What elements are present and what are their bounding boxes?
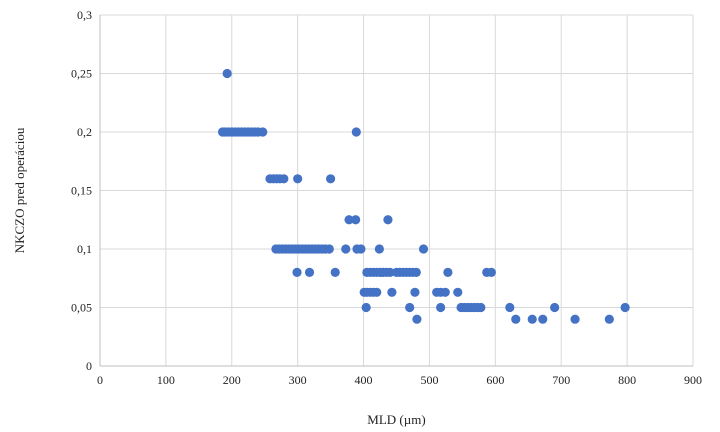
- data-point: [527, 314, 537, 324]
- x-tick-label: 800: [618, 373, 636, 387]
- x-tick-label: 500: [420, 373, 438, 387]
- y-tick-label: 0,2: [77, 125, 92, 139]
- y-tick-label: 0: [86, 359, 92, 373]
- data-point: [222, 68, 232, 79]
- data-point: [440, 287, 450, 297]
- data-point: [304, 267, 315, 277]
- data-point: [344, 215, 354, 225]
- axes: [99, 15, 693, 367]
- data-point: [356, 244, 366, 254]
- x-axis-title: MLD (µm): [367, 412, 425, 427]
- data-point: [374, 244, 384, 254]
- data-point: [604, 314, 614, 324]
- data-point: [292, 267, 302, 277]
- data-point: [330, 267, 340, 277]
- x-tick-label: 300: [289, 373, 307, 387]
- data-point: [326, 174, 336, 184]
- data-point: [486, 267, 496, 277]
- data-point: [383, 215, 393, 225]
- data-point: [258, 127, 268, 137]
- data-point: [293, 174, 303, 184]
- data-point: [453, 287, 463, 297]
- gridlines: [100, 14, 694, 366]
- y-tick-label: 0,3: [77, 8, 92, 22]
- x-tick-label: 100: [157, 373, 175, 387]
- y-tick-label: 0,15: [71, 184, 92, 198]
- data-point: [570, 314, 580, 324]
- y-tick-label: 0,05: [71, 301, 92, 315]
- y-tick-label: 0,1: [77, 242, 92, 256]
- data-point: [387, 287, 397, 297]
- data-point: [511, 314, 521, 324]
- data-point: [412, 314, 422, 324]
- data-point: [410, 287, 420, 297]
- x-tick-label: 0: [97, 373, 103, 387]
- data-point: [351, 215, 361, 225]
- data-points: [217, 68, 630, 324]
- data-point: [324, 244, 334, 254]
- data-point: [418, 244, 429, 254]
- data-point: [550, 302, 560, 313]
- x-tick-label: 200: [223, 373, 241, 387]
- data-point: [351, 127, 361, 137]
- data-point: [385, 267, 395, 277]
- data-point: [436, 302, 446, 313]
- data-point: [505, 302, 515, 313]
- data-point: [443, 267, 453, 277]
- x-tick-label: 700: [552, 373, 570, 387]
- data-point: [341, 244, 351, 254]
- x-tick-label: 400: [355, 373, 373, 387]
- y-tick-label: 0,25: [71, 67, 92, 81]
- data-point: [620, 302, 630, 313]
- data-point: [279, 174, 289, 184]
- data-point: [476, 302, 486, 313]
- data-point: [538, 314, 548, 324]
- data-point: [372, 287, 382, 297]
- data-point: [405, 302, 415, 313]
- data-point: [361, 302, 371, 313]
- x-tick-label: 600: [486, 373, 504, 387]
- data-point: [411, 267, 421, 277]
- tick-labels: 0 100 200 300 400 500 600 700 800 900 0 0,05 0,1 0,15…: [71, 8, 702, 387]
- y-axis-title: NKCZO pred operáciou: [12, 127, 27, 253]
- x-tick-label: 900: [684, 373, 702, 387]
